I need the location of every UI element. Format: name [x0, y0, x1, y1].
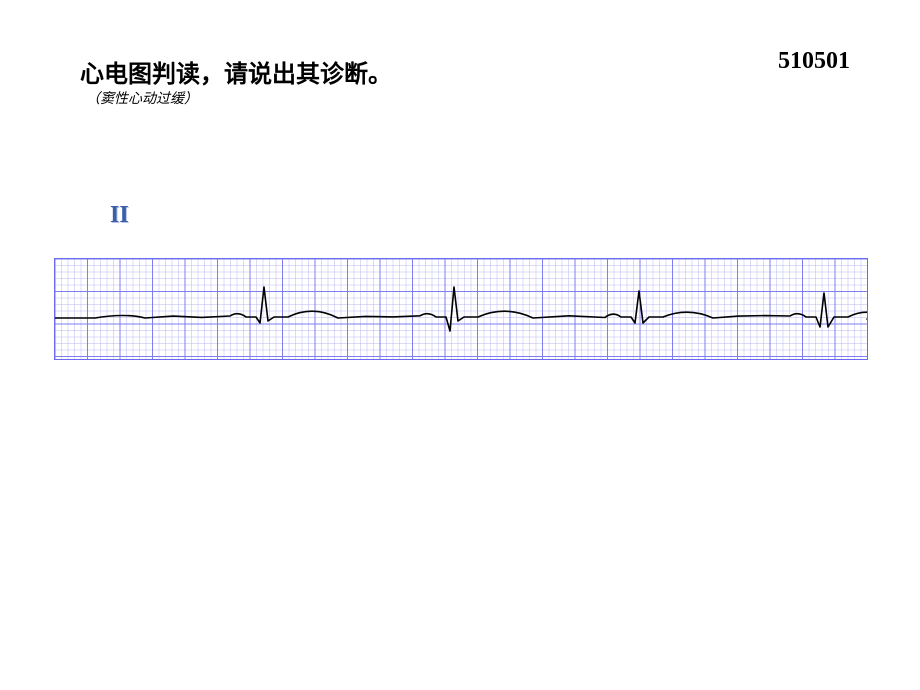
ecg-strip — [54, 258, 868, 360]
page-title: 心电图判读，请说出其诊断。 — [80, 54, 392, 89]
ecg-svg — [55, 259, 867, 359]
diagnosis-answer: （窦性心动过缓） — [86, 88, 198, 108]
lead-label: II — [110, 202, 129, 229]
question-code: 510501 — [778, 48, 850, 75]
